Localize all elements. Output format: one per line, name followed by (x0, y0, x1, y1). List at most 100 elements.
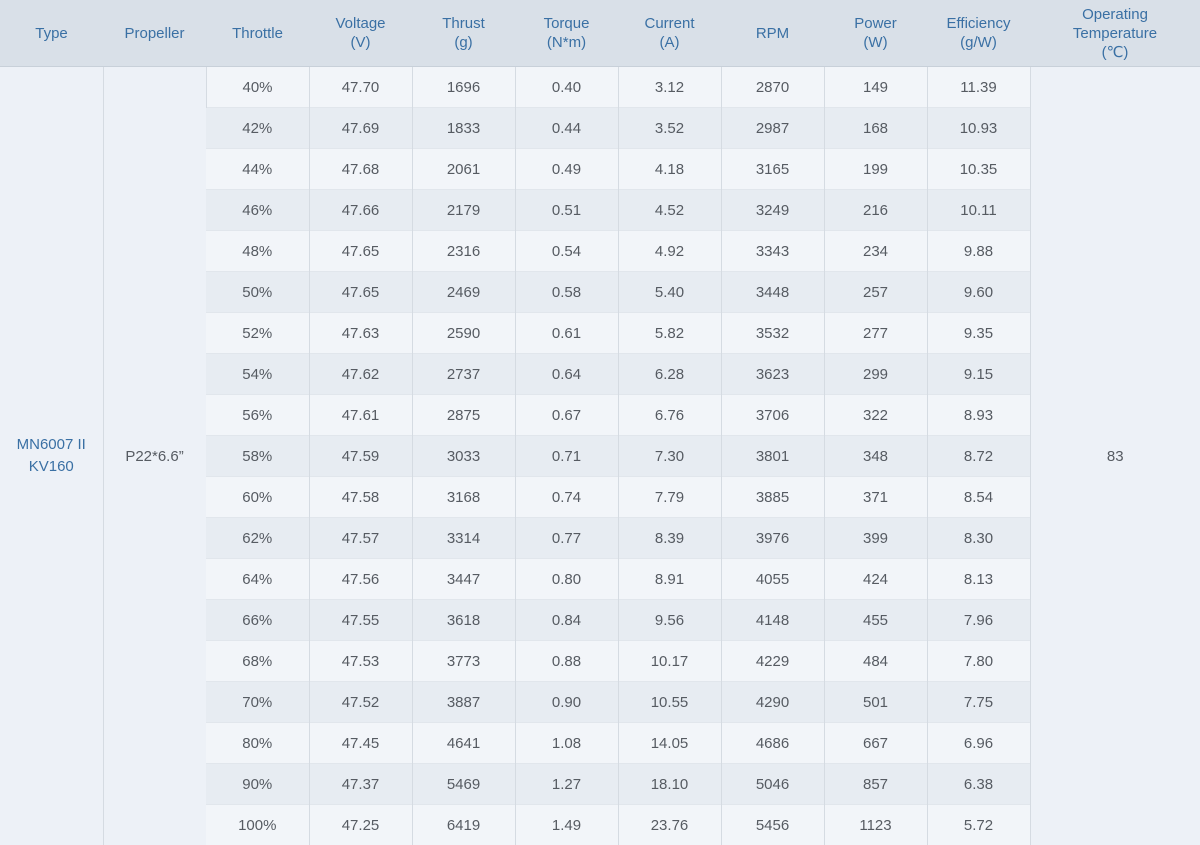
cell-throttle: 56% (206, 395, 309, 436)
cell-torque: 0.71 (515, 436, 618, 477)
cell-voltage: 47.70 (309, 67, 412, 108)
cell-torque: 0.67 (515, 395, 618, 436)
cell-throttle: 60% (206, 477, 309, 518)
cell-rpm: 3448 (721, 272, 824, 313)
cell-power: 299 (824, 354, 927, 395)
cell-rpm: 3706 (721, 395, 824, 436)
col-header-thrust: Thrust(g) (412, 0, 515, 67)
cell-efficiency: 7.75 (927, 682, 1030, 723)
cell-power: 277 (824, 313, 927, 354)
col-header-current: Current(A) (618, 0, 721, 67)
cell-current: 5.82 (618, 313, 721, 354)
cell-current: 3.52 (618, 108, 721, 149)
cell-throttle: 40% (206, 67, 309, 108)
cell-throttle: 50% (206, 272, 309, 313)
cell-voltage: 47.37 (309, 764, 412, 805)
cell-rpm: 4229 (721, 641, 824, 682)
cell-rpm: 4290 (721, 682, 824, 723)
cell-operating-temperature: 83 (1030, 67, 1200, 845)
cell-thrust: 4641 (412, 723, 515, 764)
cell-throttle: 68% (206, 641, 309, 682)
cell-throttle: 80% (206, 723, 309, 764)
cell-efficiency: 7.80 (927, 641, 1030, 682)
cell-power: 484 (824, 641, 927, 682)
cell-rpm: 5046 (721, 764, 824, 805)
cell-thrust: 2316 (412, 231, 515, 272)
cell-rpm: 4055 (721, 559, 824, 600)
cell-current: 18.10 (618, 764, 721, 805)
cell-efficiency: 8.54 (927, 477, 1030, 518)
cell-throttle: 62% (206, 518, 309, 559)
col-header-rpm: RPM (721, 0, 824, 67)
cell-rpm: 5456 (721, 805, 824, 845)
cell-current: 5.40 (618, 272, 721, 313)
cell-efficiency: 8.72 (927, 436, 1030, 477)
cell-torque: 0.88 (515, 641, 618, 682)
cell-efficiency: 8.93 (927, 395, 1030, 436)
col-header-type: Type (0, 0, 103, 67)
cell-thrust: 3168 (412, 477, 515, 518)
cell-voltage: 47.62 (309, 354, 412, 395)
cell-rpm: 3249 (721, 190, 824, 231)
cell-voltage: 47.58 (309, 477, 412, 518)
cell-throttle: 64% (206, 559, 309, 600)
cell-torque: 0.54 (515, 231, 618, 272)
cell-voltage: 47.65 (309, 272, 412, 313)
cell-throttle: 66% (206, 600, 309, 641)
cell-current: 7.79 (618, 477, 721, 518)
cell-voltage: 47.55 (309, 600, 412, 641)
cell-power: 149 (824, 67, 927, 108)
cell-torque: 1.27 (515, 764, 618, 805)
cell-current: 6.28 (618, 354, 721, 395)
cell-rpm: 4686 (721, 723, 824, 764)
cell-rpm: 3532 (721, 313, 824, 354)
cell-current: 9.56 (618, 600, 721, 641)
cell-efficiency: 10.35 (927, 149, 1030, 190)
cell-voltage: 47.25 (309, 805, 412, 845)
cell-throttle: 54% (206, 354, 309, 395)
cell-current: 10.17 (618, 641, 721, 682)
cell-voltage: 47.61 (309, 395, 412, 436)
cell-torque: 1.08 (515, 723, 618, 764)
cell-throttle: 70% (206, 682, 309, 723)
cell-rpm: 3976 (721, 518, 824, 559)
cell-power: 667 (824, 723, 927, 764)
cell-thrust: 2469 (412, 272, 515, 313)
cell-power: 348 (824, 436, 927, 477)
col-header-torque: Torque(N*m) (515, 0, 618, 67)
cell-power: 857 (824, 764, 927, 805)
cell-thrust: 1833 (412, 108, 515, 149)
cell-rpm: 2987 (721, 108, 824, 149)
cell-torque: 0.64 (515, 354, 618, 395)
cell-throttle: 58% (206, 436, 309, 477)
cell-torque: 0.49 (515, 149, 618, 190)
cell-torque: 1.49 (515, 805, 618, 845)
cell-efficiency: 5.72 (927, 805, 1030, 845)
cell-power: 322 (824, 395, 927, 436)
cell-efficiency: 9.15 (927, 354, 1030, 395)
cell-thrust: 2061 (412, 149, 515, 190)
cell-voltage: 47.63 (309, 313, 412, 354)
cell-efficiency: 9.35 (927, 313, 1030, 354)
col-header-efficiency: Efficiency(g/W) (927, 0, 1030, 67)
cell-rpm: 3165 (721, 149, 824, 190)
cell-power: 168 (824, 108, 927, 149)
cell-efficiency: 6.38 (927, 764, 1030, 805)
cell-throttle: 48% (206, 231, 309, 272)
col-header-throttle: Throttle (206, 0, 309, 67)
cell-current: 3.12 (618, 67, 721, 108)
cell-power: 371 (824, 477, 927, 518)
cell-voltage: 47.65 (309, 231, 412, 272)
cell-thrust: 3314 (412, 518, 515, 559)
cell-voltage: 47.57 (309, 518, 412, 559)
cell-thrust: 1696 (412, 67, 515, 108)
cell-throttle: 90% (206, 764, 309, 805)
cell-propeller: P22*6.6” (103, 67, 206, 845)
cell-thrust: 3618 (412, 600, 515, 641)
cell-current: 4.92 (618, 231, 721, 272)
cell-voltage: 47.68 (309, 149, 412, 190)
cell-current: 4.52 (618, 190, 721, 231)
cell-efficiency: 8.13 (927, 559, 1030, 600)
cell-rpm: 2870 (721, 67, 824, 108)
